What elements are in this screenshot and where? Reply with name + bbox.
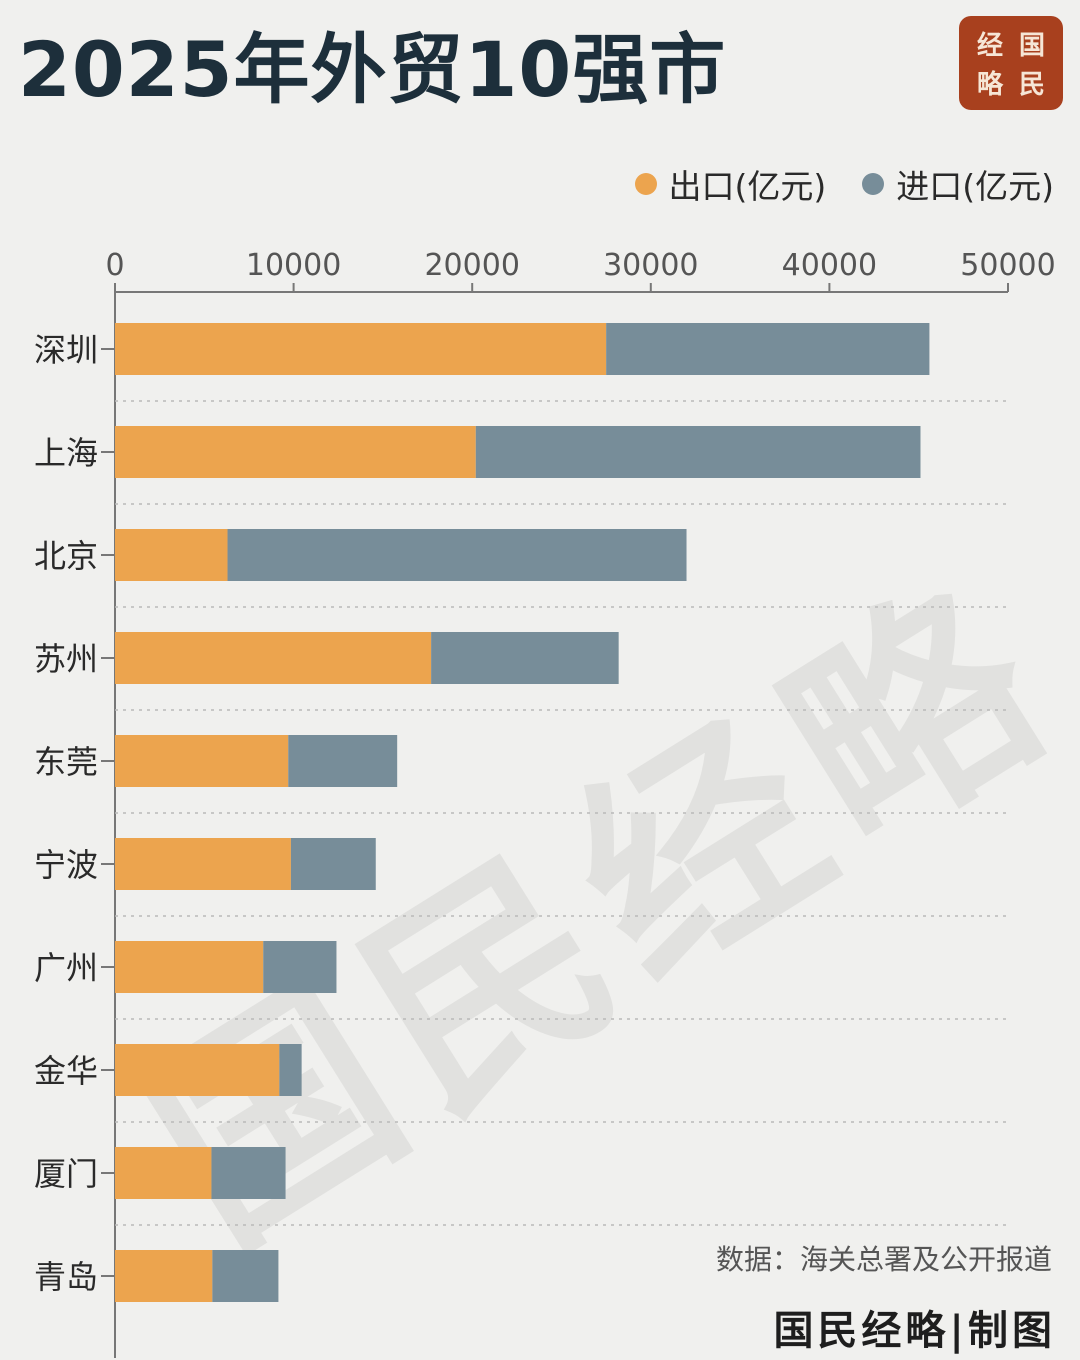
chart-legend: 出口(亿元) 进口(亿元) <box>599 160 1054 208</box>
bar-import <box>227 529 687 581</box>
y-tick-label: 青岛 <box>34 1258 98 1296</box>
x-tick-label: 0 <box>105 248 124 283</box>
bar-export <box>115 323 607 375</box>
y-tick-label: 广州 <box>34 949 98 987</box>
legend-item-export: 出口(亿元) <box>634 160 827 208</box>
legend-swatch-export <box>634 173 657 195</box>
legend-label-import: 进口(亿元) <box>896 167 1054 206</box>
brand-logo: 经 国 略 民 <box>959 16 1063 110</box>
y-tick-label: 金华 <box>34 1052 98 1090</box>
legend-item-import: 进口(亿元) <box>862 160 1054 208</box>
x-tick-label: 10000 <box>246 248 341 283</box>
y-tick-label: 宁波 <box>34 846 98 884</box>
data-source: 数据：海关总署及公开报道 <box>715 1243 1052 1276</box>
bar-export <box>115 1044 280 1096</box>
x-tick-label: 50000 <box>960 248 1055 283</box>
bar-export <box>115 1250 213 1302</box>
chart-title: 2025年外贸10强市 <box>18 25 727 114</box>
y-tick-label: 北京 <box>34 537 98 575</box>
y-tick-label: 苏州 <box>34 640 98 678</box>
logo-char: 经 <box>976 31 1003 61</box>
bar-import <box>431 632 619 684</box>
bar-import <box>212 1250 279 1302</box>
y-tick-label: 厦门 <box>34 1155 98 1193</box>
legend-label-export: 出口(亿元) <box>668 167 827 206</box>
bar-import <box>279 1044 302 1096</box>
bar-import <box>475 426 921 478</box>
logo-char: 民 <box>1018 70 1045 100</box>
bar-import <box>290 838 376 890</box>
y-tick-label: 上海 <box>34 434 98 472</box>
credit-line: 国民经略|制图 <box>773 1307 1056 1354</box>
y-tick-label: 深圳 <box>34 331 98 369</box>
x-tick-label: 30000 <box>603 248 698 283</box>
y-tick-label: 东莞 <box>34 743 98 781</box>
logo-char: 略 <box>976 70 1003 100</box>
bar-import <box>288 735 398 787</box>
bar-export <box>115 838 291 890</box>
bar-import <box>606 323 930 375</box>
bar-export <box>115 529 228 581</box>
logo-char: 国 <box>1018 31 1045 61</box>
bar-export <box>115 632 432 684</box>
bar-export <box>115 941 264 993</box>
bar-export <box>115 426 476 478</box>
bar-import <box>263 941 337 993</box>
bar-export <box>115 1147 212 1199</box>
legend-swatch-import <box>862 173 885 195</box>
x-tick-label: 40000 <box>782 248 877 283</box>
bar-import <box>211 1147 286 1199</box>
bar-export <box>115 735 289 787</box>
x-tick-label: 20000 <box>424 248 519 283</box>
